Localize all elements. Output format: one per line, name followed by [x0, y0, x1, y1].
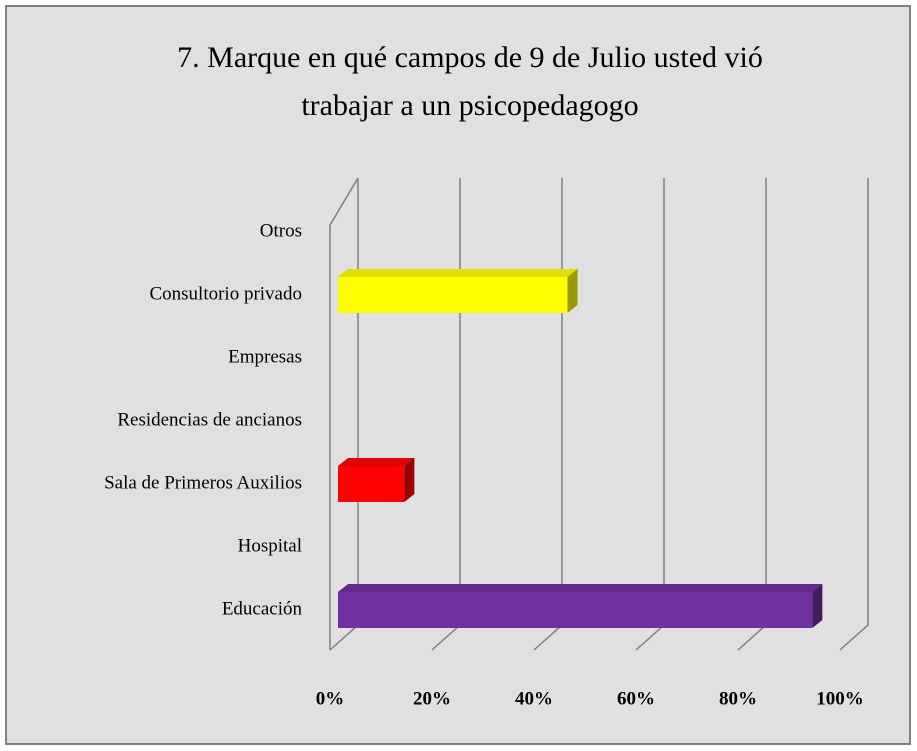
y-tick-label: Residencias de ancianos	[117, 409, 302, 430]
bar-side	[812, 584, 823, 628]
grid-line	[839, 178, 869, 651]
x-tick-label: 40%	[515, 688, 553, 709]
bar-side	[404, 458, 415, 502]
bar-top-shade	[338, 269, 578, 277]
bar	[338, 466, 405, 502]
x-tick-label: 60%	[617, 688, 655, 709]
y-tick-label: Otros	[260, 220, 302, 241]
chart-title: 7. Marque en qué campos de 9 de Julio us…	[177, 41, 763, 74]
y-tick-label: Educación	[222, 598, 303, 619]
x-tick-label: 0%	[316, 688, 345, 709]
bar-side-shade	[567, 269, 578, 313]
y-tick-label: Consultorio privado	[149, 283, 302, 304]
bar-top-shade	[338, 584, 823, 592]
y-tick-label: Hospital	[238, 535, 302, 556]
x-tick-label: 20%	[413, 688, 451, 709]
bar-top	[338, 458, 415, 466]
chart-title: trabajar a un psicopedagogo	[301, 89, 638, 122]
y-tick-label: Sala de Primeros Auxilios	[104, 472, 302, 493]
x-tick-label: 80%	[719, 688, 757, 709]
bar-side-shade	[812, 584, 823, 628]
bar-side	[567, 269, 578, 313]
bar-top	[338, 269, 578, 277]
bar	[338, 592, 813, 628]
y-tick-label: Empresas	[228, 346, 302, 367]
bar-side-shade	[404, 458, 415, 502]
bar	[338, 277, 568, 313]
x-tick-label: 100%	[816, 688, 864, 709]
bar-top	[338, 584, 823, 592]
bar-top-shade	[338, 458, 415, 466]
wall-edge	[329, 177, 359, 650]
